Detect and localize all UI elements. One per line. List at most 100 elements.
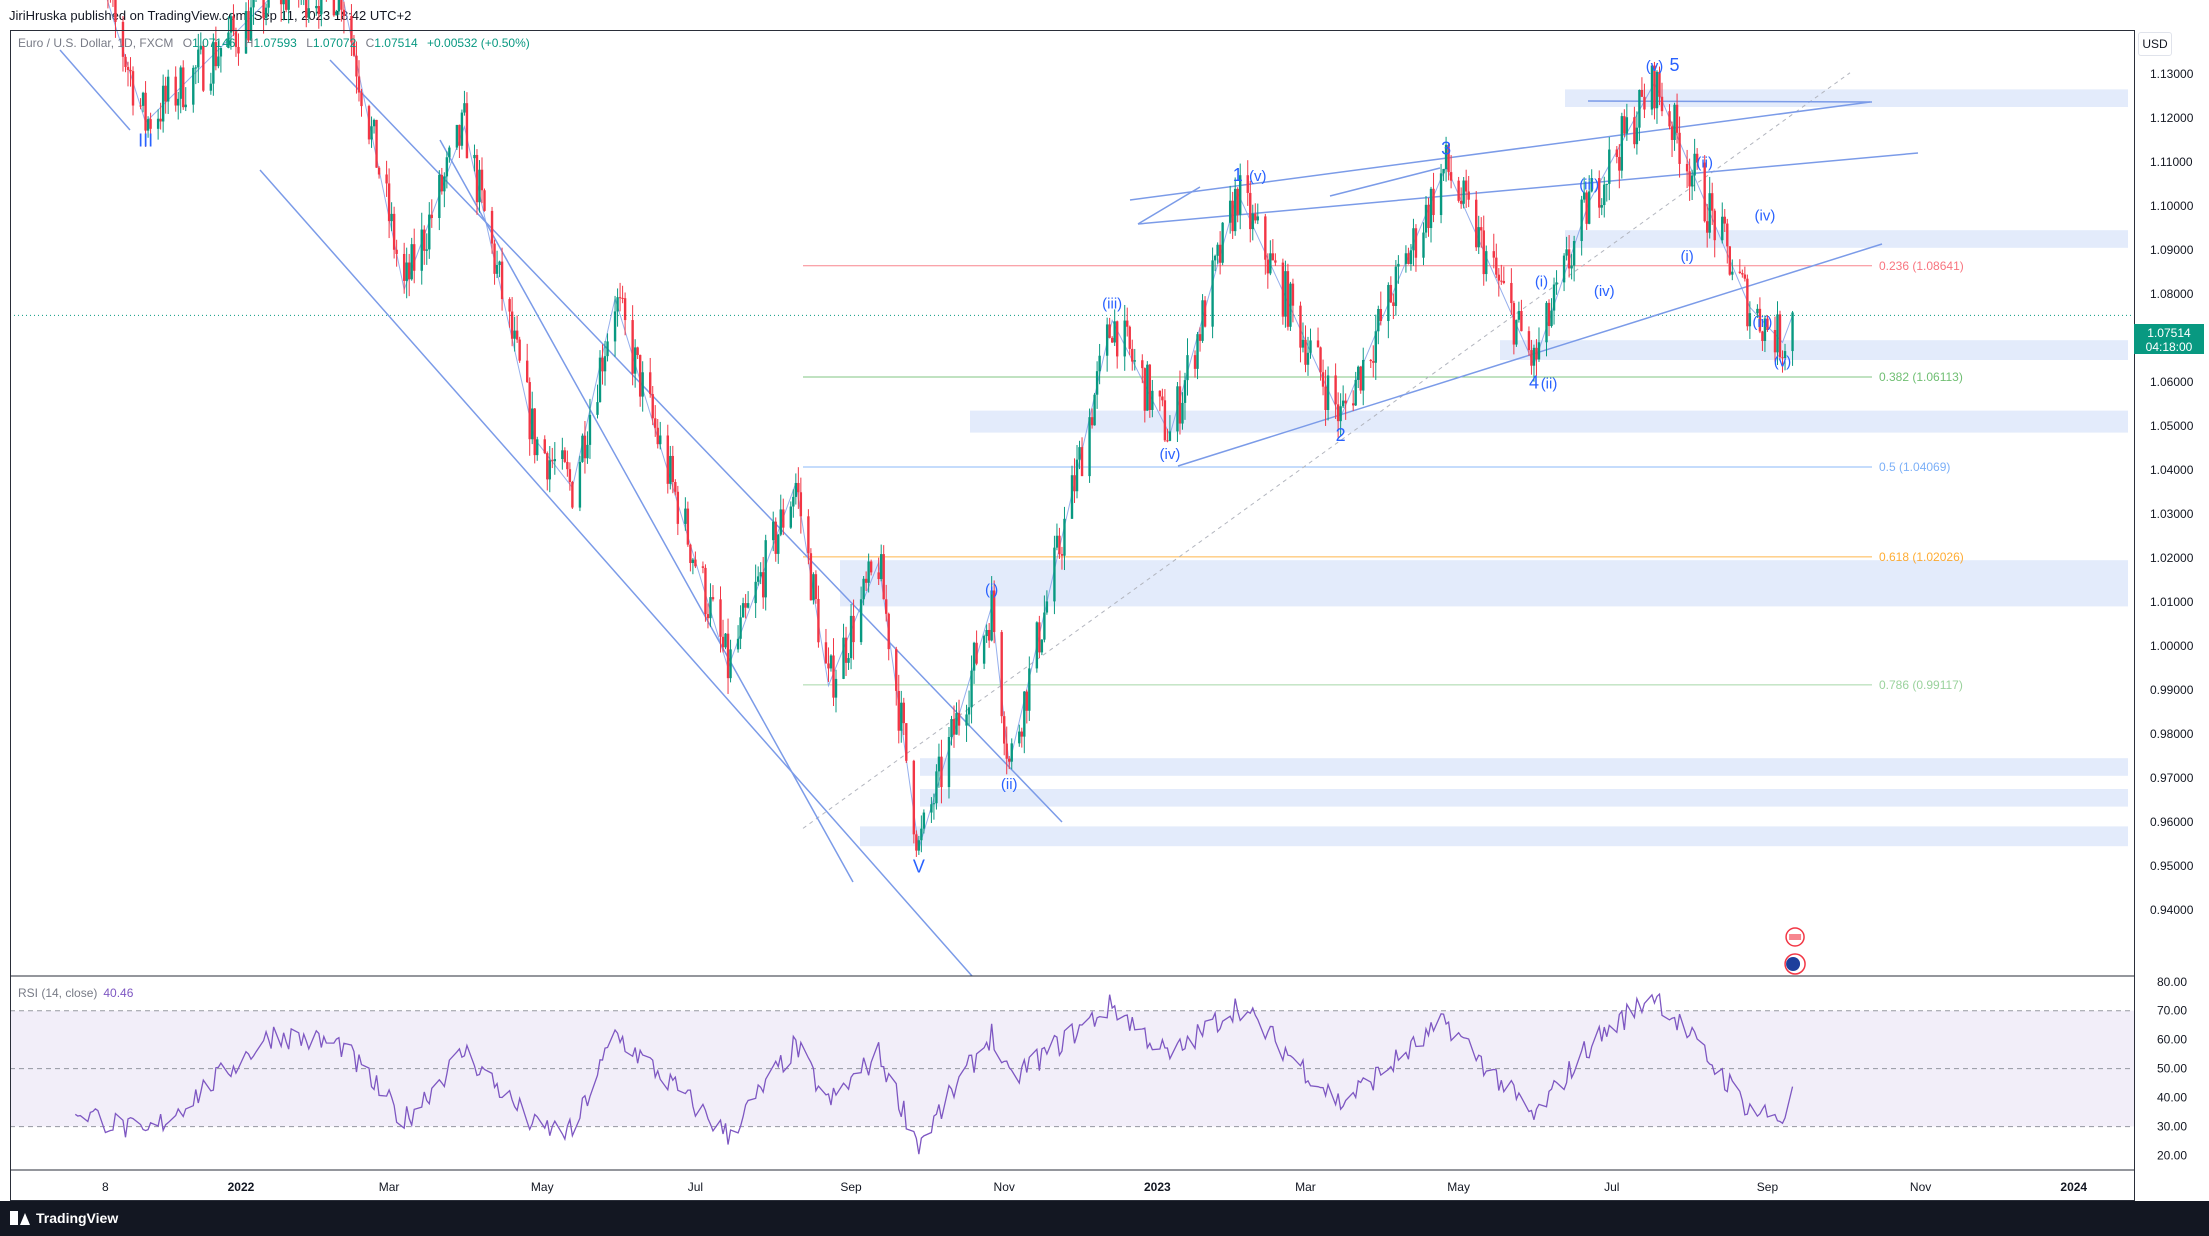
candle-body: [1392, 302, 1395, 306]
candle-body: [141, 92, 145, 106]
candle-body: [1394, 266, 1398, 306]
wave-label: (iv): [1594, 283, 1615, 300]
candle-body: [1510, 282, 1513, 304]
candle-body: [739, 617, 742, 639]
candle-body: [1723, 216, 1726, 224]
open-value: 1.07146: [192, 36, 236, 50]
wave-label: (iii): [1102, 295, 1122, 312]
wave-label: (iv): [1755, 207, 1776, 224]
candle-body: [1316, 340, 1320, 348]
candle-body: [1221, 222, 1224, 263]
candle-body: [385, 174, 388, 184]
candle-body: [546, 453, 549, 480]
candle-body: [676, 491, 680, 524]
candle-body: [1060, 554, 1064, 556]
candle-body: [1028, 668, 1031, 711]
candle-body: [146, 119, 150, 131]
footer-brand: TradingView: [36, 1210, 119, 1226]
candle-body: [1582, 192, 1586, 200]
wave-label: (iii): [1752, 314, 1772, 331]
candle-body: [1743, 274, 1747, 279]
candle-body: [551, 460, 554, 462]
candle-body: [915, 834, 918, 851]
candle-body: [1685, 163, 1689, 172]
candle-body: [244, 11, 248, 54]
fib-level-label: 0.5 (1.04069): [1879, 460, 1950, 474]
candle-body: [445, 157, 449, 177]
candle-body: [475, 154, 479, 203]
candle-body: [1532, 347, 1536, 366]
candle-body: [1761, 331, 1764, 342]
candle-body: [1146, 364, 1149, 411]
candle-body: [631, 320, 634, 374]
candle-body: [1608, 149, 1611, 184]
candle-body: [1058, 535, 1061, 555]
candle-body: [1711, 193, 1714, 211]
time-tick-label: 2022: [228, 1180, 255, 1194]
candle-body: [402, 253, 406, 281]
currency-button[interactable]: USD: [2138, 32, 2172, 56]
wave-label: 4: [1529, 372, 1539, 392]
candle-body: [1480, 227, 1483, 231]
price-tick-label: 1.08000: [2150, 287, 2194, 301]
candle-body: [1485, 251, 1488, 275]
candle-body: [756, 576, 760, 582]
candle-body: [407, 262, 411, 280]
candle-body: [789, 506, 793, 528]
candle-body: [149, 119, 152, 129]
candle-body: [1201, 300, 1204, 341]
candle-body: [1000, 632, 1003, 717]
candle-body: [1264, 216, 1267, 260]
price-tick-label: 1.12000: [2150, 111, 2194, 125]
rsi-tick-label: 20.00: [2157, 1149, 2187, 1163]
candle-body: [1168, 431, 1172, 441]
candle-body: [885, 599, 888, 614]
candle-body: [1497, 274, 1501, 281]
candle-body: [194, 67, 197, 69]
time-tick-label: Sep: [840, 1180, 862, 1194]
candle-body: [940, 756, 943, 788]
candle-body: [1291, 283, 1295, 306]
candle-body: [1693, 153, 1696, 176]
candle-body: [513, 330, 516, 339]
candle-body: [1778, 314, 1782, 358]
candle-body: [581, 435, 584, 462]
wave-label: (ii): [1001, 776, 1018, 793]
candle-body: [1110, 337, 1114, 343]
candle-body: [139, 105, 142, 107]
candle-body: [1098, 355, 1101, 372]
candle-body: [1128, 326, 1131, 349]
chart-frame: [10, 30, 2135, 1201]
candle-body: [638, 354, 642, 397]
candle-body: [1228, 200, 1232, 223]
candle-body: [279, 0, 283, 5]
candle-body: [1475, 199, 1478, 248]
candle-body: [124, 56, 127, 67]
candle-body: [912, 760, 916, 835]
candle-body: [947, 736, 951, 788]
candle-body: [1535, 347, 1538, 360]
candle-body: [774, 521, 777, 554]
price-tick-label: 0.97000: [2150, 771, 2194, 785]
candle-body: [1603, 184, 1606, 206]
candle-body: [724, 633, 727, 648]
candle-body: [410, 244, 413, 280]
candle-body: [209, 83, 213, 91]
candle-body: [1708, 193, 1711, 233]
candle-body: [1093, 394, 1096, 426]
candle-body: [1482, 230, 1485, 275]
candle-body: [895, 649, 898, 691]
candle-body: [1379, 309, 1383, 322]
tradingview-logo[interactable]: TradingView: [10, 1210, 118, 1226]
candle-body: [1284, 271, 1287, 317]
close-value: 1.07514: [374, 36, 418, 50]
candle-body: [126, 66, 130, 70]
candle-body: [533, 408, 536, 456]
candle-body: [460, 112, 464, 146]
low-label: L: [306, 36, 313, 50]
candle-body: [935, 771, 938, 804]
candle-body: [199, 45, 203, 50]
candle-body: [455, 124, 459, 148]
candle-body: [920, 828, 923, 841]
